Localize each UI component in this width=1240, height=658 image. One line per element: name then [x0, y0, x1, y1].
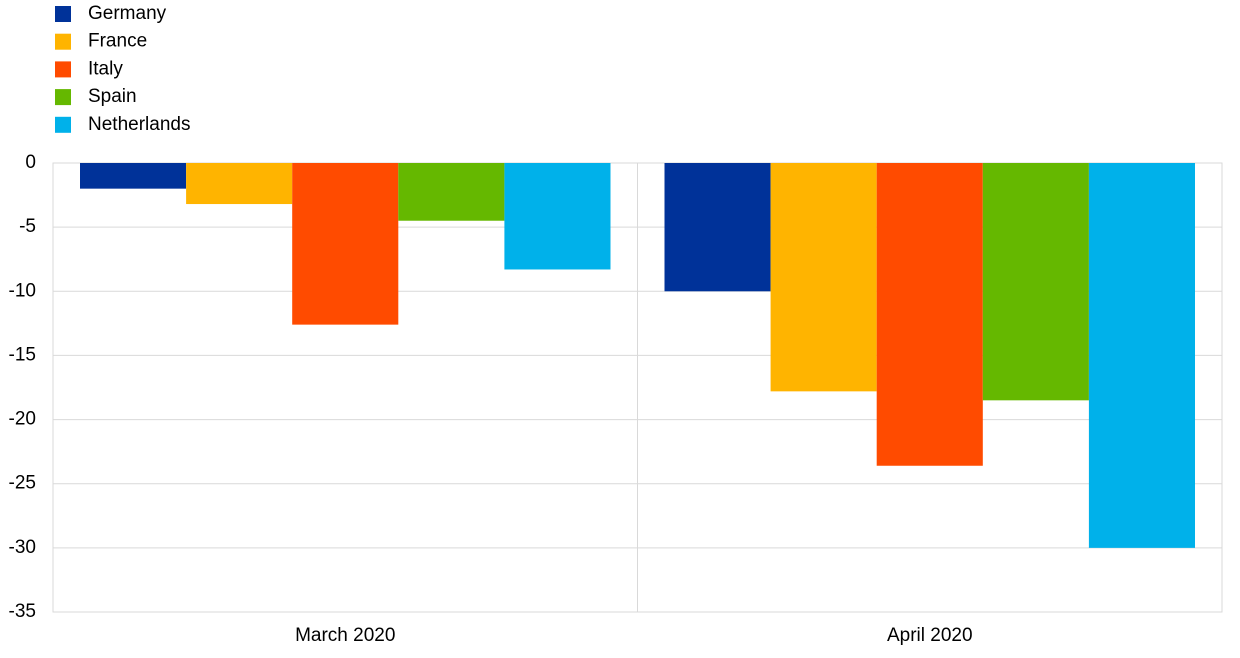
bar: [1088, 163, 1195, 548]
legend-label: Netherlands: [88, 114, 190, 135]
bar: [876, 163, 983, 466]
x-tick-label: April 2020: [887, 625, 973, 646]
bar: [80, 163, 187, 189]
x-tick-label: March 2020: [295, 625, 395, 646]
bar: [664, 163, 771, 292]
bar: [504, 163, 611, 270]
y-tick-label: -10: [9, 280, 36, 301]
legend-swatch: [55, 6, 71, 22]
legend-swatch: [55, 61, 71, 78]
y-tick-label: -15: [9, 344, 36, 365]
legend-swatch: [55, 89, 71, 106]
bar: [982, 163, 1089, 401]
bar: [770, 163, 877, 392]
plot-border: [52, 162, 1223, 613]
legend-label: Germany: [88, 3, 167, 24]
y-tick-label: -5: [19, 216, 36, 237]
legend-swatch: [55, 33, 71, 50]
legend-label: France: [88, 31, 147, 52]
legend-swatch: [55, 116, 71, 133]
y-tick-label: -25: [9, 473, 36, 494]
bar: [398, 163, 505, 221]
y-tick-label: -30: [9, 537, 36, 558]
legend-label: Italy: [88, 58, 123, 79]
legend-label: Spain: [88, 86, 137, 107]
y-tick-label: 0: [25, 152, 36, 173]
y-tick-label: -20: [9, 409, 36, 430]
bar: [186, 163, 293, 205]
bar: [292, 163, 399, 325]
y-tick-label: -35: [9, 601, 36, 622]
